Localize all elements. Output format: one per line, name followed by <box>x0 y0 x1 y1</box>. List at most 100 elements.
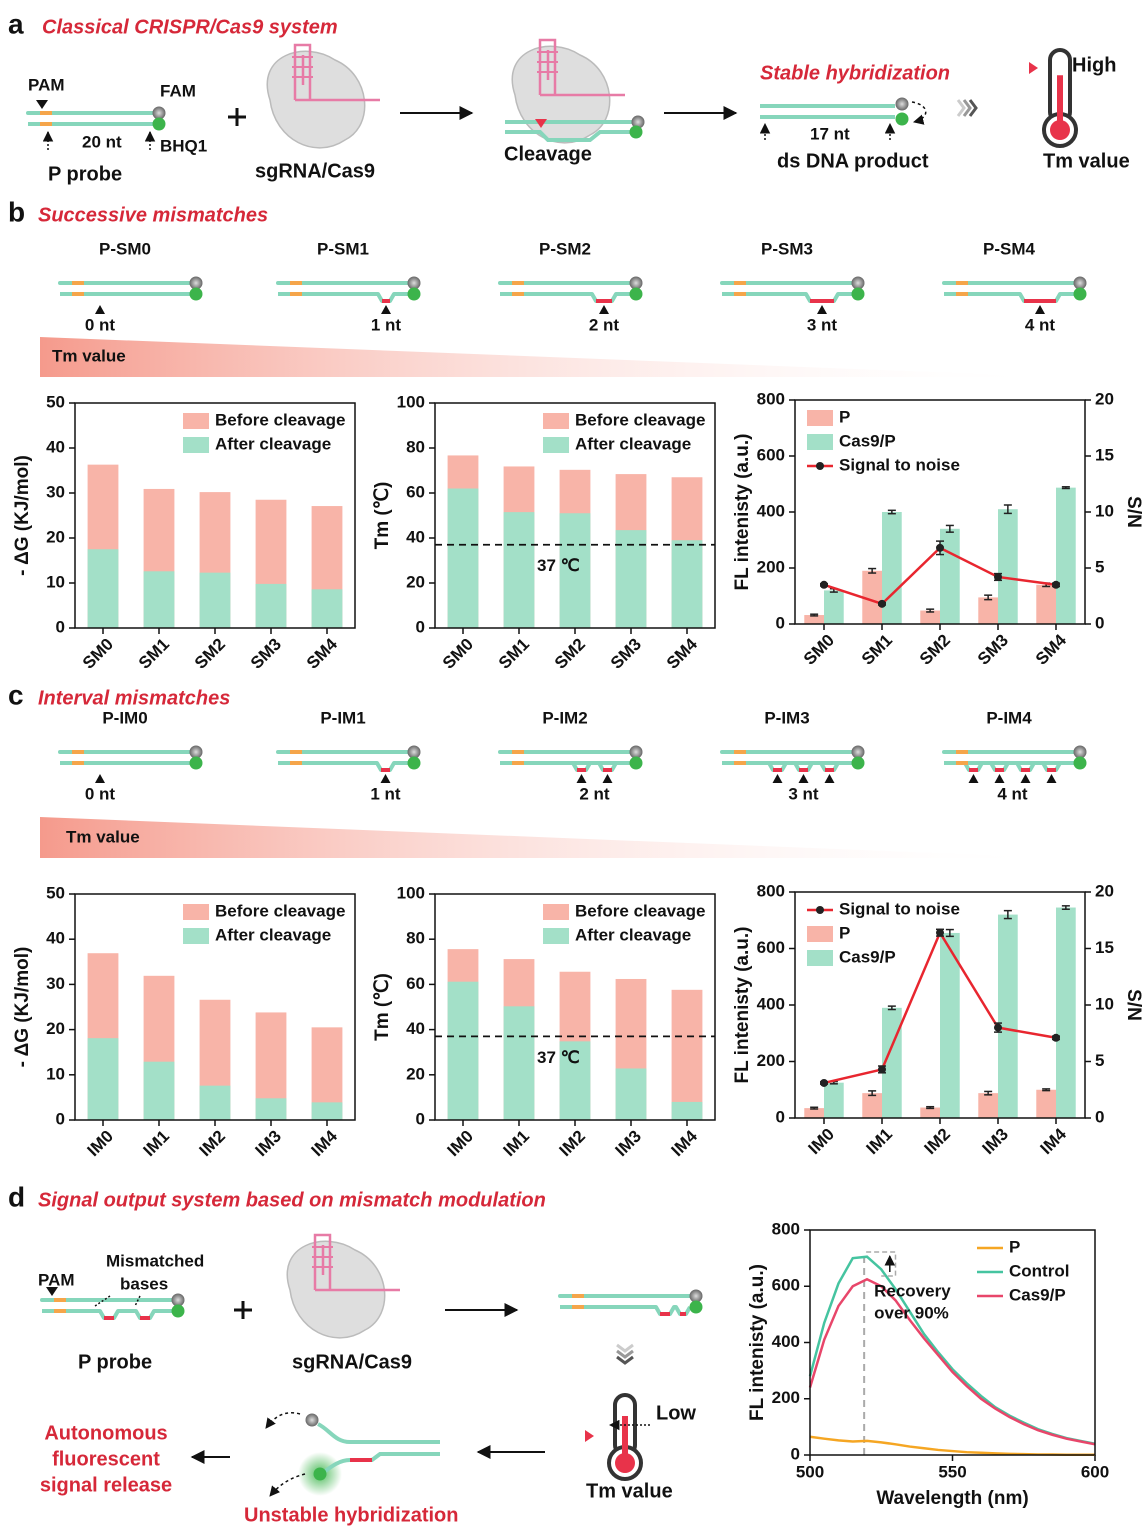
y-tick-label: 400 <box>772 1332 800 1351</box>
x-tick-label: IM0 <box>444 1127 477 1160</box>
label: fluorescent <box>52 1448 160 1470</box>
bar <box>882 512 902 624</box>
bar <box>672 990 703 1120</box>
pointer <box>825 774 835 783</box>
y2-axis-label: S/N <box>1123 496 1144 528</box>
y2-tick-label: 15 <box>1095 445 1114 464</box>
x-tick-label: IM1 <box>863 1125 896 1158</box>
legend-swatch <box>183 413 209 429</box>
panel-title: Successive mismatches <box>38 204 268 226</box>
y-axis-label: Tm (℃) <box>372 973 393 1041</box>
pointer <box>381 774 391 783</box>
gradient-label: Tm value <box>66 827 140 846</box>
y-tick-label: 0 <box>791 1444 800 1463</box>
legend-label: Before cleavage <box>575 901 705 920</box>
fluorophore <box>852 288 865 301</box>
y-axis-label: FL intenisty (a.u.) <box>732 927 753 1084</box>
y-tick-label: 80 <box>406 929 425 948</box>
bar <box>672 540 703 628</box>
legend-label: P <box>1009 1237 1020 1256</box>
label: P probe <box>78 1351 152 1373</box>
mismatch-count: 1 nt <box>371 315 402 334</box>
panel-title: Classical CRISPR/Cas9 system <box>42 16 338 38</box>
y2-tick-label: 5 <box>1095 557 1104 576</box>
fluorophore <box>314 1468 327 1481</box>
probe-name: P-SM4 <box>983 239 1036 258</box>
point <box>936 929 944 937</box>
y-tick-label: 0 <box>776 1107 785 1126</box>
label: BHQ1 <box>160 136 207 155</box>
y2-tick-label: 20 <box>1095 881 1114 900</box>
fluorophore <box>153 118 166 131</box>
bar <box>978 597 998 624</box>
bar <box>940 529 960 624</box>
y-tick-label: 0 <box>776 613 785 632</box>
label: signal release <box>40 1474 172 1496</box>
x-tick-label: IM1 <box>140 1127 173 1160</box>
panel-letter: a <box>8 8 24 39</box>
x-tick-label: IM4 <box>1037 1124 1071 1158</box>
pointer <box>817 305 827 314</box>
mismatch-count: 2 nt <box>579 784 610 803</box>
bar <box>978 1093 998 1118</box>
label: PAM <box>28 75 65 94</box>
pointer <box>46 1287 58 1296</box>
fluorophore <box>408 288 421 301</box>
mismatch-count: 4 nt <box>997 784 1028 803</box>
legend-label: Before cleavage <box>215 410 345 429</box>
annotation: Recovery <box>874 1281 951 1300</box>
x-tick-label: IM1 <box>500 1127 533 1160</box>
x-tick-label: SM2 <box>191 635 229 673</box>
legend-swatch <box>543 904 569 920</box>
bar <box>312 589 343 628</box>
legend-swatch <box>183 904 209 920</box>
x-tick-label: IM2 <box>556 1127 589 1160</box>
y-tick-label: 0 <box>416 1109 425 1128</box>
x-tick-label: IM4 <box>308 1126 342 1160</box>
x-tick-label: IM2 <box>921 1125 954 1158</box>
mismatch-count: 0 nt <box>85 784 116 803</box>
pointer <box>1035 305 1045 314</box>
legend-swatch <box>807 434 833 450</box>
legend-label: Cas9/P <box>1009 1285 1066 1304</box>
pointer <box>773 774 783 783</box>
y2-tick-label: 0 <box>1095 613 1104 632</box>
legend-label: Cas9/P <box>839 947 896 966</box>
y-tick-label: 20 <box>406 572 425 591</box>
y-tick-label: 400 <box>757 501 785 520</box>
label: Low <box>656 1402 696 1424</box>
panel-letter: c <box>8 679 24 710</box>
y-tick-label: 40 <box>406 527 425 546</box>
legend-swatch <box>807 410 833 426</box>
x-tick-label: IM0 <box>805 1125 838 1158</box>
x-tick-label: IM3 <box>612 1127 645 1160</box>
pointer <box>603 774 613 783</box>
fluorophore <box>190 757 203 770</box>
y-tick-label: 30 <box>46 974 65 993</box>
y-tick-label: 600 <box>772 1276 800 1295</box>
legend-label: Before cleavage <box>575 410 705 429</box>
y-axis-label: Tm (℃) <box>372 482 393 550</box>
point <box>1052 581 1060 589</box>
panel-title: Interval mismatches <box>38 687 230 709</box>
label: High <box>1072 54 1116 76</box>
pointer <box>1047 774 1057 783</box>
y-tick-label: 50 <box>46 392 65 411</box>
label: sgRNA/Cas9 <box>255 160 375 182</box>
legend-swatch <box>807 926 833 942</box>
bar <box>504 512 535 628</box>
x-tick-label: IM3 <box>252 1127 285 1160</box>
pointer <box>995 774 1005 783</box>
y-tick-label: 100 <box>397 392 425 411</box>
legend-label: Control <box>1009 1261 1069 1280</box>
label: PAM <box>38 1270 75 1289</box>
bar <box>998 509 1018 624</box>
y2-tick-label: 0 <box>1095 1107 1104 1126</box>
fluorophore <box>190 288 203 301</box>
bar <box>824 590 844 624</box>
legend-swatch <box>543 928 569 944</box>
y-tick-label: 30 <box>46 482 65 501</box>
fluorophore <box>630 126 643 139</box>
x-tick-label: IM3 <box>979 1125 1012 1158</box>
x-tick-label: SM0 <box>800 631 838 669</box>
